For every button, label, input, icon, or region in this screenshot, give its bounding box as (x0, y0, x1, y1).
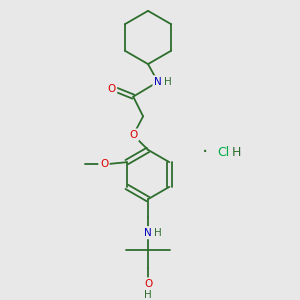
Text: O: O (129, 130, 137, 140)
Text: O: O (107, 84, 116, 94)
Text: H: H (164, 77, 172, 87)
Text: ·: · (202, 143, 208, 162)
Text: N: N (154, 77, 162, 87)
Text: Cl: Cl (217, 146, 229, 159)
Text: O: O (144, 279, 152, 289)
Text: H: H (232, 146, 241, 159)
Text: H: H (154, 228, 162, 238)
Text: N: N (144, 228, 152, 238)
Text: H: H (144, 290, 152, 300)
Text: O: O (100, 159, 108, 169)
